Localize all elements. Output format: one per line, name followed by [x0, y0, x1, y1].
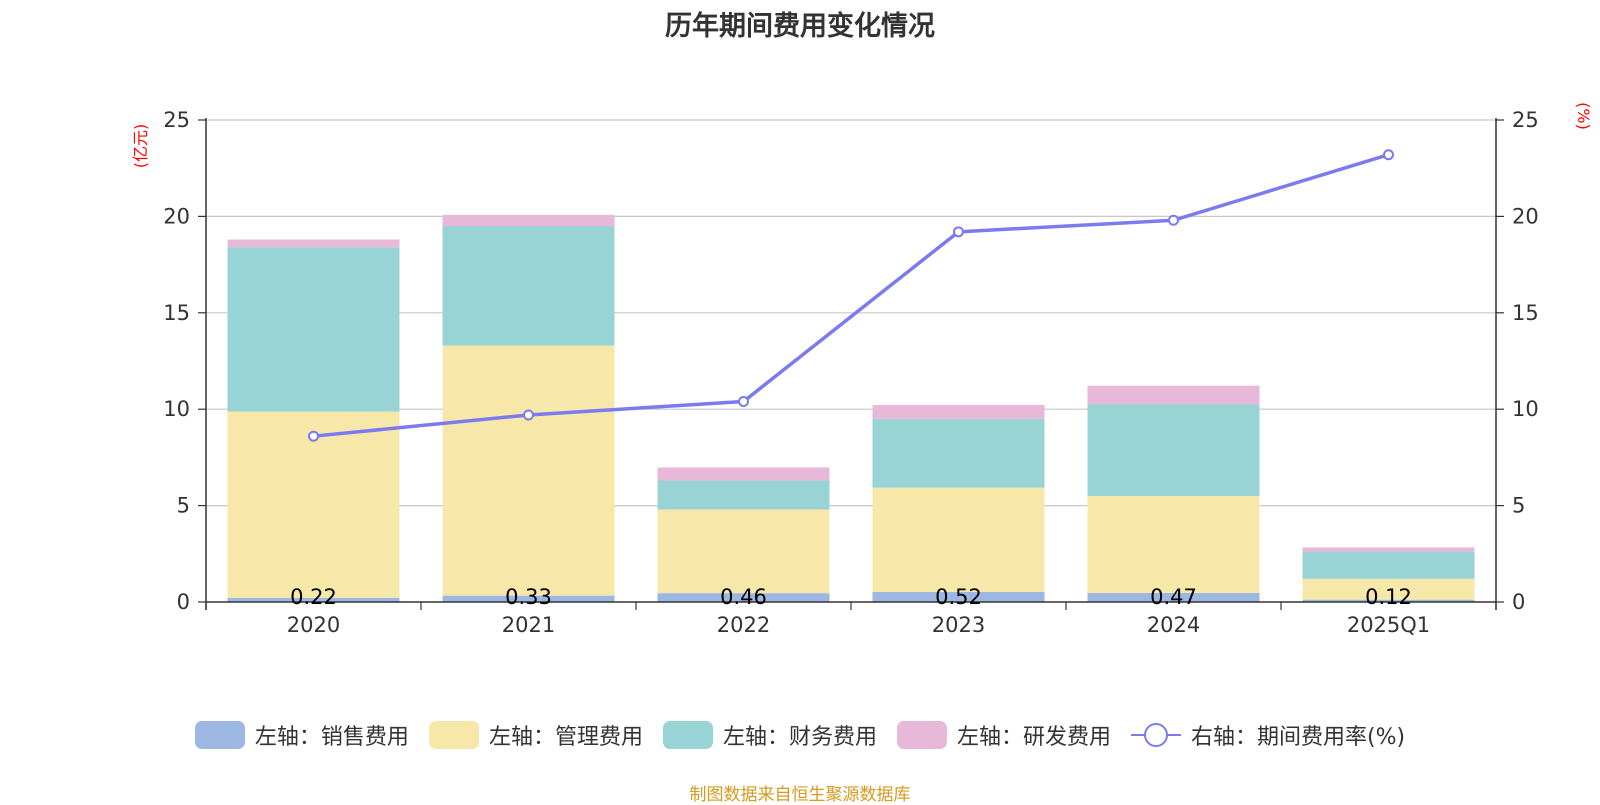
bar-2025Q1-series-3	[1302, 547, 1475, 552]
data-label-2024: 0.47	[1150, 585, 1197, 609]
rate-point-2020	[308, 430, 319, 442]
legend-label-finance: 左轴：财务费用	[722, 725, 877, 750]
chart-title: 历年期间费用变化情况	[665, 11, 935, 42]
bar-2021-series-2	[442, 226, 615, 346]
legend-swatch-finance	[662, 721, 713, 749]
right-tick-label: 15	[1512, 301, 1539, 325]
legend-item-finance[interactable]: 左轴：财务费用	[662, 719, 877, 751]
data-label-2023: 0.52	[935, 585, 982, 609]
bar-2022-series-2	[657, 480, 830, 510]
x-tick-label-2025Q1: 2025Q1	[1347, 613, 1430, 637]
bar-2024-series-0	[1087, 592, 1260, 602]
data-label-2025Q1: 0.12	[1365, 585, 1412, 609]
legend-label-admin: 左轴：管理费用	[488, 725, 643, 750]
bar-2025Q1-series-1	[1302, 578, 1475, 600]
bar-2020-series-3	[227, 239, 400, 248]
right-tick-label: 25	[1512, 108, 1539, 132]
bar-2024-series-2	[1087, 404, 1260, 496]
bar-2023-series-1	[872, 487, 1045, 592]
legend: 左轴：销售费用 左轴：管理费用 左轴：财务费用 左轴：研发费用 右轴：期间费用率…	[0, 719, 1600, 751]
left-axis-label: (亿元)	[131, 124, 150, 169]
x-tick-label-2020: 2020	[287, 613, 340, 637]
legend-item-sales[interactable]: 左轴：销售费用	[194, 719, 409, 751]
right-tick-label: 5	[1512, 494, 1525, 518]
data-label-2021: 0.33	[505, 585, 552, 609]
legend-swatch-admin	[428, 721, 479, 749]
grid-lines	[206, 119, 1496, 507]
legend-item-rnd[interactable]: 左轴：研发费用	[896, 719, 1111, 751]
bar-2022-series-1	[657, 509, 830, 594]
bar-2025Q1-series-0	[1302, 599, 1475, 602]
legend-label-sales: 左轴：销售费用	[254, 725, 409, 750]
bar-2021-series-1	[442, 345, 615, 596]
rate-point-2022	[738, 395, 749, 407]
x-tick-label-2023: 2023	[932, 613, 985, 637]
rate-line	[308, 149, 1394, 442]
data-label-2020: 0.22	[290, 585, 337, 609]
left-tick-label: 20	[163, 204, 190, 228]
bar-2020-series-2	[227, 247, 400, 412]
bar-2023-series-2	[872, 418, 1045, 488]
rate-point-2021	[523, 409, 534, 421]
legend-item-rate[interactable]: 右轴：期间费用率(%)	[1130, 719, 1406, 751]
data-labels: 0.22 0.33 0.46 0.52 0.47 0.12	[290, 585, 1412, 609]
bar-series	[227, 214, 1475, 602]
legend-swatch-sales	[194, 721, 245, 749]
right-tick-label: 20	[1512, 204, 1539, 228]
axes: 0 5 10 15 20 25 0 5 10 15 20 25 2020 2021 2022 2023 2024…	[163, 108, 1538, 637]
right-axis-label: (%)	[1574, 102, 1593, 130]
bar-2024-series-1	[1087, 495, 1260, 593]
rate-point-2023	[953, 226, 964, 238]
right-tick-label: 0	[1512, 590, 1525, 614]
legend-label-rnd: 左轴：研发费用	[956, 725, 1111, 750]
bar-2022-series-3	[657, 467, 830, 481]
bar-2020-series-1	[227, 411, 400, 598]
bar-2020-series-0	[227, 597, 400, 602]
source-note: 制图数据来自恒生聚源数据库	[689, 785, 911, 805]
left-tick-label: 10	[163, 397, 190, 421]
left-tick-label: 15	[163, 301, 190, 325]
data-label-2022: 0.46	[720, 585, 767, 609]
x-tick-label-2024: 2024	[1147, 613, 1200, 637]
legend-swatch-rnd	[896, 721, 947, 749]
x-tick-label-2022: 2022	[717, 613, 770, 637]
bar-2025Q1-series-2	[1302, 551, 1475, 579]
x-tick-label-2021: 2021	[502, 613, 555, 637]
bar-2021-series-3	[442, 214, 615, 227]
bar-2023-series-0	[872, 591, 1045, 602]
left-tick-label: 25	[163, 108, 190, 132]
legend-label-rate: 右轴：期间费用率(%)	[1190, 725, 1406, 750]
bar-2024-series-3	[1087, 385, 1260, 405]
rate-point-2024	[1168, 214, 1179, 226]
rate-line-path	[313, 153, 1390, 438]
legend-line-circle-icon	[1130, 723, 1181, 747]
left-tick-label: 5	[177, 494, 190, 518]
legend-item-admin[interactable]: 左轴：管理费用	[428, 719, 643, 751]
bar-2022-series-0	[657, 593, 830, 602]
left-tick-label: 0	[177, 590, 190, 614]
bar-2023-series-3	[872, 404, 1045, 419]
rate-point-2025Q1	[1383, 149, 1394, 161]
bar-2021-series-0	[442, 595, 615, 602]
right-tick-label: 10	[1512, 397, 1539, 421]
